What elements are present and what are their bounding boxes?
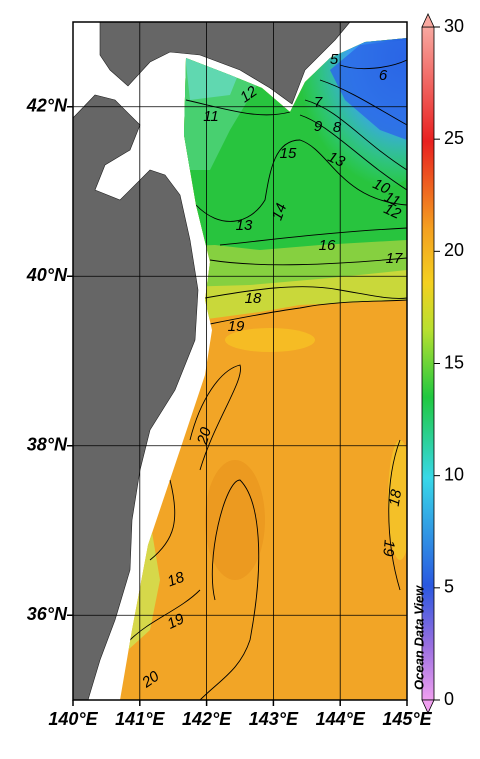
contour-label: 6 (379, 67, 388, 84)
contour-label: 8 (333, 119, 342, 136)
x-tick-label: 142°E (182, 709, 232, 729)
contour-label: 7 (314, 94, 323, 111)
contour-label: 18 (165, 568, 187, 590)
land (72, 94, 199, 701)
colorbar-tick-label: 25 (444, 128, 464, 148)
contour-label: 14 (269, 201, 291, 222)
contour-label: 13 (325, 148, 348, 171)
colorbar-tick-label: 0 (444, 689, 454, 709)
y-tick-label: 40°N (26, 265, 68, 285)
colorbar-tick-label: 30 (444, 16, 464, 36)
contour-label: 18 (386, 488, 406, 508)
contour-label: 5 (330, 51, 339, 68)
x-tick-label: 144°E (316, 709, 366, 729)
land (99, 21, 351, 105)
contour-label: 19 (228, 318, 245, 335)
contour-label: 20 (194, 425, 215, 447)
contour-label: 9 (314, 118, 323, 135)
colorbar-tick-label: 20 (444, 240, 464, 260)
colorbar-tick-label: 15 (444, 352, 464, 372)
contour-label: 11 (203, 108, 219, 125)
contour-label: 19 (379, 539, 397, 558)
y-tick-label: 38°N (27, 435, 68, 455)
x-tick-label: 143°E (249, 709, 299, 729)
temperature-field (72, 21, 407, 701)
contour-label: 13 (236, 217, 253, 234)
contour-label: 10 (370, 175, 393, 198)
colorbar-tick-label: 10 (444, 464, 464, 484)
contour-label: 11 (382, 189, 403, 211)
watermark: Ocean Data View (411, 585, 426, 690)
y-tick-label: 42°N (26, 96, 68, 116)
contour-label: 16 (319, 237, 336, 254)
x-tick-label: 140°E (48, 709, 98, 729)
contour-label: 12 (381, 200, 404, 223)
contour-label: 18 (245, 290, 262, 307)
y-tick-label: 36°N (27, 604, 68, 624)
colorbar-under (421, 699, 435, 714)
contour-label: 19 (165, 610, 188, 633)
colorbar-tick-label: 5 (444, 577, 454, 597)
colorbar-over (421, 13, 435, 28)
x-tick-label: 141°E (115, 709, 165, 729)
x-tick-label: 145°E (382, 709, 432, 729)
contour-label: 15 (280, 145, 297, 162)
contour-label: 17 (386, 250, 403, 267)
